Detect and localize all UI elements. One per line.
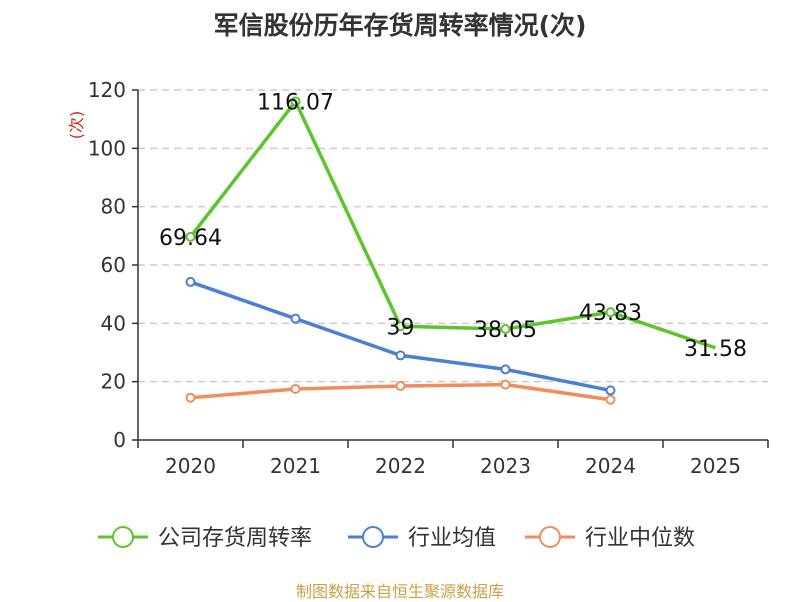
source-note: 制图数据来自恒生聚源数据库 (295, 582, 504, 601)
y-tick-label: 80 (101, 195, 126, 219)
data-label: 31.58 (684, 337, 747, 362)
legend-marker (362, 526, 384, 548)
legend-marker (112, 526, 134, 548)
data-point (605, 307, 616, 318)
legend-label: 行业中位数 (585, 526, 695, 551)
y-tick-label: 120 (88, 78, 126, 102)
axes: 0 20 40 60 80 100 120(次) 2020 2021 2022 2023 2024 20… (67, 78, 769, 478)
y-axis-label: (次) (67, 111, 86, 140)
legend-marker (539, 526, 561, 548)
x-tick-label: 2025 (690, 454, 741, 478)
data-label: 116.07 (257, 90, 334, 115)
data-label: 39 (387, 315, 415, 340)
chart-title: 军信股份历年存货周转率情况(次) (213, 11, 587, 40)
data-point (395, 350, 406, 361)
legend-item-2: 行业中位数 (525, 526, 695, 551)
x-tick-label: 2023 (480, 454, 531, 478)
x-tick-label: 2022 (375, 454, 426, 478)
x-tick-label: 2020 (165, 454, 216, 478)
data-point (395, 381, 406, 392)
y-tick-label: 40 (101, 311, 126, 335)
data-point (605, 394, 616, 405)
data-point (500, 364, 511, 375)
legend-item-0: 公司存货周转率 (98, 526, 312, 551)
data-point (185, 231, 196, 242)
gridlines (138, 89, 768, 383)
data-label: 43.83 (579, 301, 642, 326)
data-label: 38.05 (474, 318, 537, 343)
data-labels: 69.64 116.07 39 38.05 43.83 31.58 (159, 90, 747, 361)
legend-label: 公司存货周转率 (158, 526, 312, 551)
legend-label: 行业均值 (408, 526, 496, 551)
data-point (500, 379, 511, 390)
y-tick-label: 100 (88, 136, 126, 160)
data-point (185, 276, 196, 287)
legend: 公司存货周转率 行业均值 行业中位数 (98, 526, 695, 551)
series-line-0 (189, 99, 717, 350)
data-point (185, 392, 196, 403)
x-tick-label: 2021 (270, 454, 321, 478)
data-point (605, 385, 616, 396)
y-tick-label: 60 (101, 253, 126, 277)
x-tick-label: 2024 (585, 454, 636, 478)
y-tick-label: 20 (101, 370, 126, 394)
data-point (290, 96, 301, 107)
data-point (395, 321, 406, 332)
series (185, 96, 717, 405)
legend-item-1: 行业均值 (348, 526, 496, 551)
y-tick-label: 0 (113, 428, 126, 452)
data-point (500, 324, 511, 335)
data-point (290, 313, 301, 324)
data-label: 69.64 (159, 226, 222, 251)
data-point (290, 383, 301, 394)
